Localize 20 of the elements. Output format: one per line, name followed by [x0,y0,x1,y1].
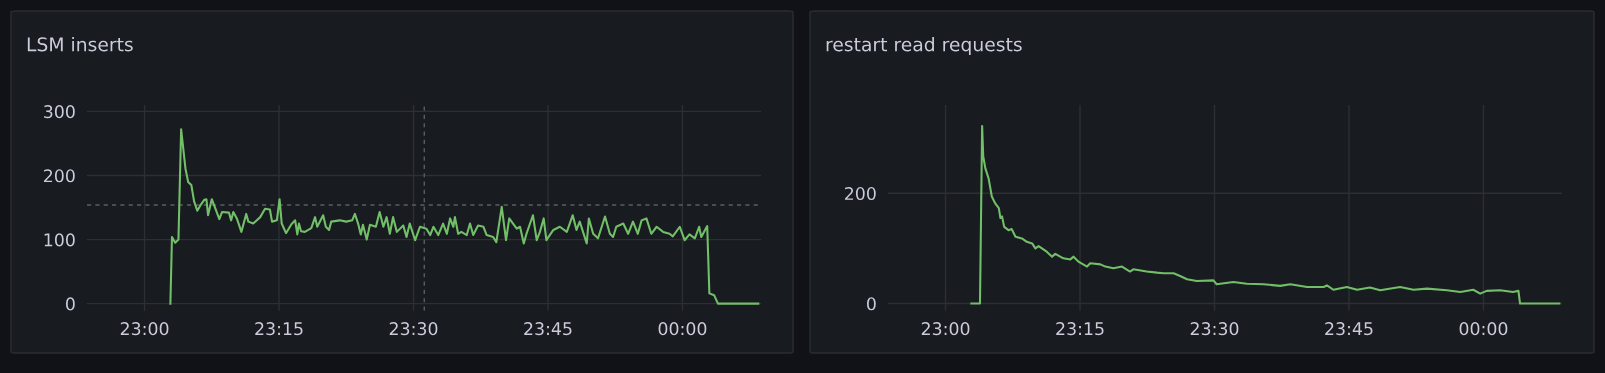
x-tick-label: 00:00 [658,322,707,336]
x-tick-label: 23:00 [921,322,970,336]
x-tick-label: 23:30 [389,322,438,336]
y-tick-label: 200 [845,186,876,201]
y-tick-label: 0 [65,297,75,311]
chart-title: LSM inserts [27,36,133,52]
y-tick-label: 300 [44,105,75,119]
x-tick-label: 23:45 [524,322,572,336]
y-tick-label: 100 [44,233,75,247]
line-series [169,128,760,305]
x-tick-label: 23:30 [1190,322,1239,336]
chart-title: restart read requests [826,36,1022,56]
x-tick-label: 23:45 [1325,322,1373,336]
x-tick-label: 23:00 [120,322,169,336]
line-series [970,124,1561,305]
x-tick-label: 23:15 [255,322,303,336]
x-tick-label: 23:15 [1056,322,1104,336]
y-tick-label: 0 [866,297,876,311]
x-tick-label: 00:00 [1459,322,1508,336]
y-tick-label: 200 [44,169,75,183]
